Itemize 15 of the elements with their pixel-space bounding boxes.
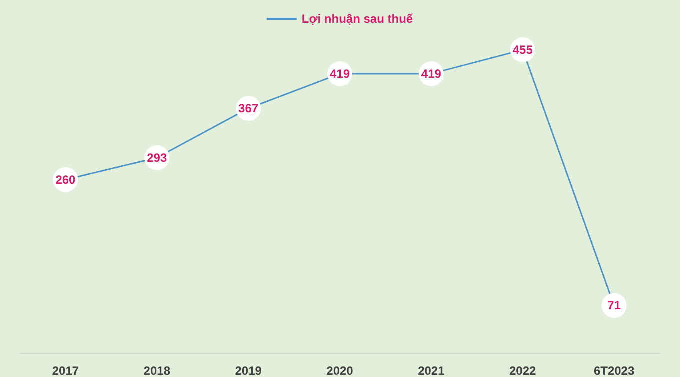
x-tick-label: 6T2023 <box>594 364 635 377</box>
x-tick-label: 2019 <box>235 364 262 377</box>
x-tick-label: 2017 <box>52 364 80 377</box>
data-label: 293 <box>147 150 168 165</box>
x-tick-label: 2021 <box>418 364 446 377</box>
data-label: 419 <box>421 66 442 81</box>
data-label: 455 <box>512 42 534 57</box>
data-label: 419 <box>330 66 350 81</box>
legend-label: Lợi nhuận sau thuế <box>302 12 414 26</box>
x-tick-label: 2022 <box>510 364 537 377</box>
data-label: 260 <box>56 172 76 187</box>
x-tick-label: 2018 <box>144 364 171 377</box>
data-label: 71 <box>608 298 622 313</box>
x-tick-label: 2020 <box>326 364 354 377</box>
data-label: 367 <box>238 102 259 116</box>
